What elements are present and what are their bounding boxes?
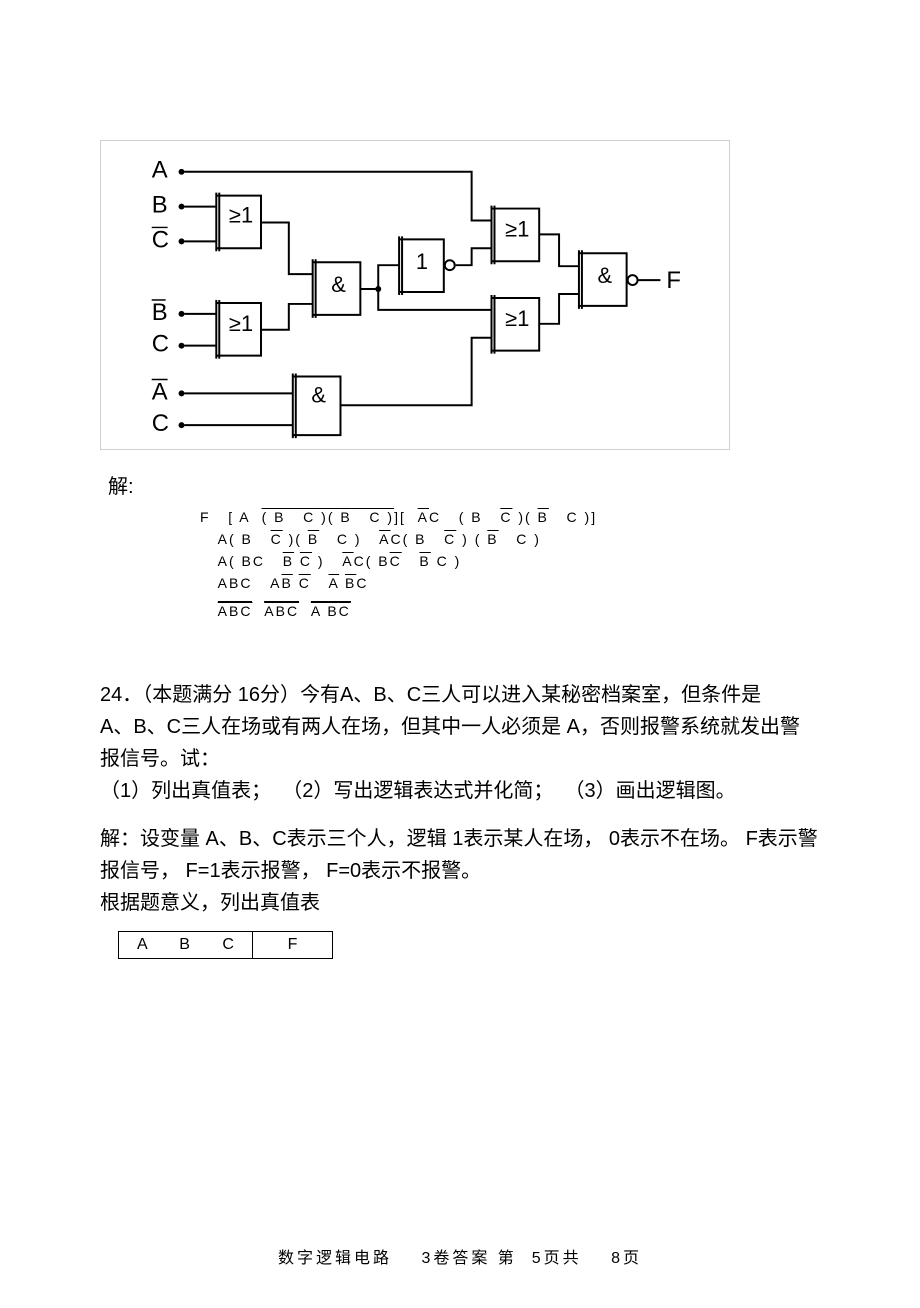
deriv-line-2: A( B C )( B C ) AC( B C ) ( B C ) (200, 531, 820, 547)
input-label-C3: C (152, 410, 169, 437)
input-label-Cbar: C (152, 226, 169, 253)
question-points: （本题满分 16分） (142, 684, 300, 706)
gate-g6-label: ≥1 (505, 216, 529, 241)
input-label-A: A (152, 157, 168, 184)
question-sub3: （3）画出逻辑图。 (565, 780, 736, 802)
footer-course: 数字逻辑电路 (278, 1250, 392, 1267)
solution-prefix: 解： (100, 828, 140, 850)
gate-g2-label: ≥1 (229, 311, 253, 336)
input-label-Bbar: B (152, 299, 168, 326)
solution-paragraph: 解：设变量 A、B、C表示三个人，逻辑 1表示某人在场， 0表示不在场。 F表示… (100, 823, 820, 919)
question-sub1: （1）列出真值表； (100, 780, 271, 802)
gate-g1-label: ≥1 (229, 202, 253, 227)
derivation-block: F [ A ( B C )( B C )][ AC ( B C )( B C )… (200, 509, 820, 619)
truth-table: A B C F (118, 931, 333, 959)
gate-g8-label: & (597, 263, 612, 288)
solution-line2: 根据题意义，列出真值表 (100, 892, 320, 914)
circuit-svg: A B C B C A C ≥1 ≥1 (101, 141, 729, 449)
gate-g3-label: & (331, 272, 346, 297)
footer-end: 页 (623, 1250, 642, 1267)
question-line2: A、B、C三人在场或有两人在场，但其中一人必须是 A，否则报警系统就发出警报信号… (100, 716, 800, 770)
question-number: 24． (100, 684, 142, 706)
input-label-C2: C (152, 331, 169, 358)
truth-header-inputs: A B C (119, 932, 253, 959)
deriv-line-4: ABC AB C A BC (200, 575, 820, 591)
gate-g7-label: ≥1 (505, 306, 529, 331)
footer-page-num: 5 (532, 1250, 544, 1267)
input-label-Abar: A (152, 378, 168, 405)
deriv-line-5: ABC ABC A BC (200, 601, 820, 619)
page-body: A B C B C A C ≥1 ≥1 (0, 0, 920, 1019)
question-sub2: （2）写出逻辑表达式并化简； (282, 780, 553, 802)
table-row: A B C F (119, 932, 333, 959)
solution-label-1: 解: (108, 470, 820, 499)
gate-g5-label: 1 (416, 249, 428, 274)
deriv-line-3: A( BC B C ) AC( BC B C ) (200, 553, 820, 569)
question-line1: 今有A、B、C三人可以进入某秘密档案室，但条件是 (300, 684, 761, 706)
circuit-diagram-box: A B C B C A C ≥1 ≥1 (100, 140, 730, 450)
deriv-line-1: F [ A ( B C )( B C )][ AC ( B C )( B C )… (200, 509, 820, 525)
input-label-B: B (152, 192, 168, 219)
question-24: 24．（本题满分 16分）今有A、B、C三人可以进入某秘密档案室，但条件是 A、… (100, 679, 820, 807)
solution-line1: 设变量 A、B、C表示三个人，逻辑 1表示某人在场， 0表示不在场。 F表示警报… (100, 828, 818, 882)
footer-paper: 3卷答案 第 (421, 1250, 516, 1267)
gate-g4-label: & (311, 382, 326, 407)
output-label-F: F (666, 267, 681, 294)
footer-total: 8 (611, 1250, 623, 1267)
truth-header-output: F (253, 932, 333, 959)
page-footer: 数字逻辑电路 3卷答案 第 5页共 8页 (0, 1244, 920, 1268)
footer-page-sep: 页共 (544, 1250, 582, 1267)
